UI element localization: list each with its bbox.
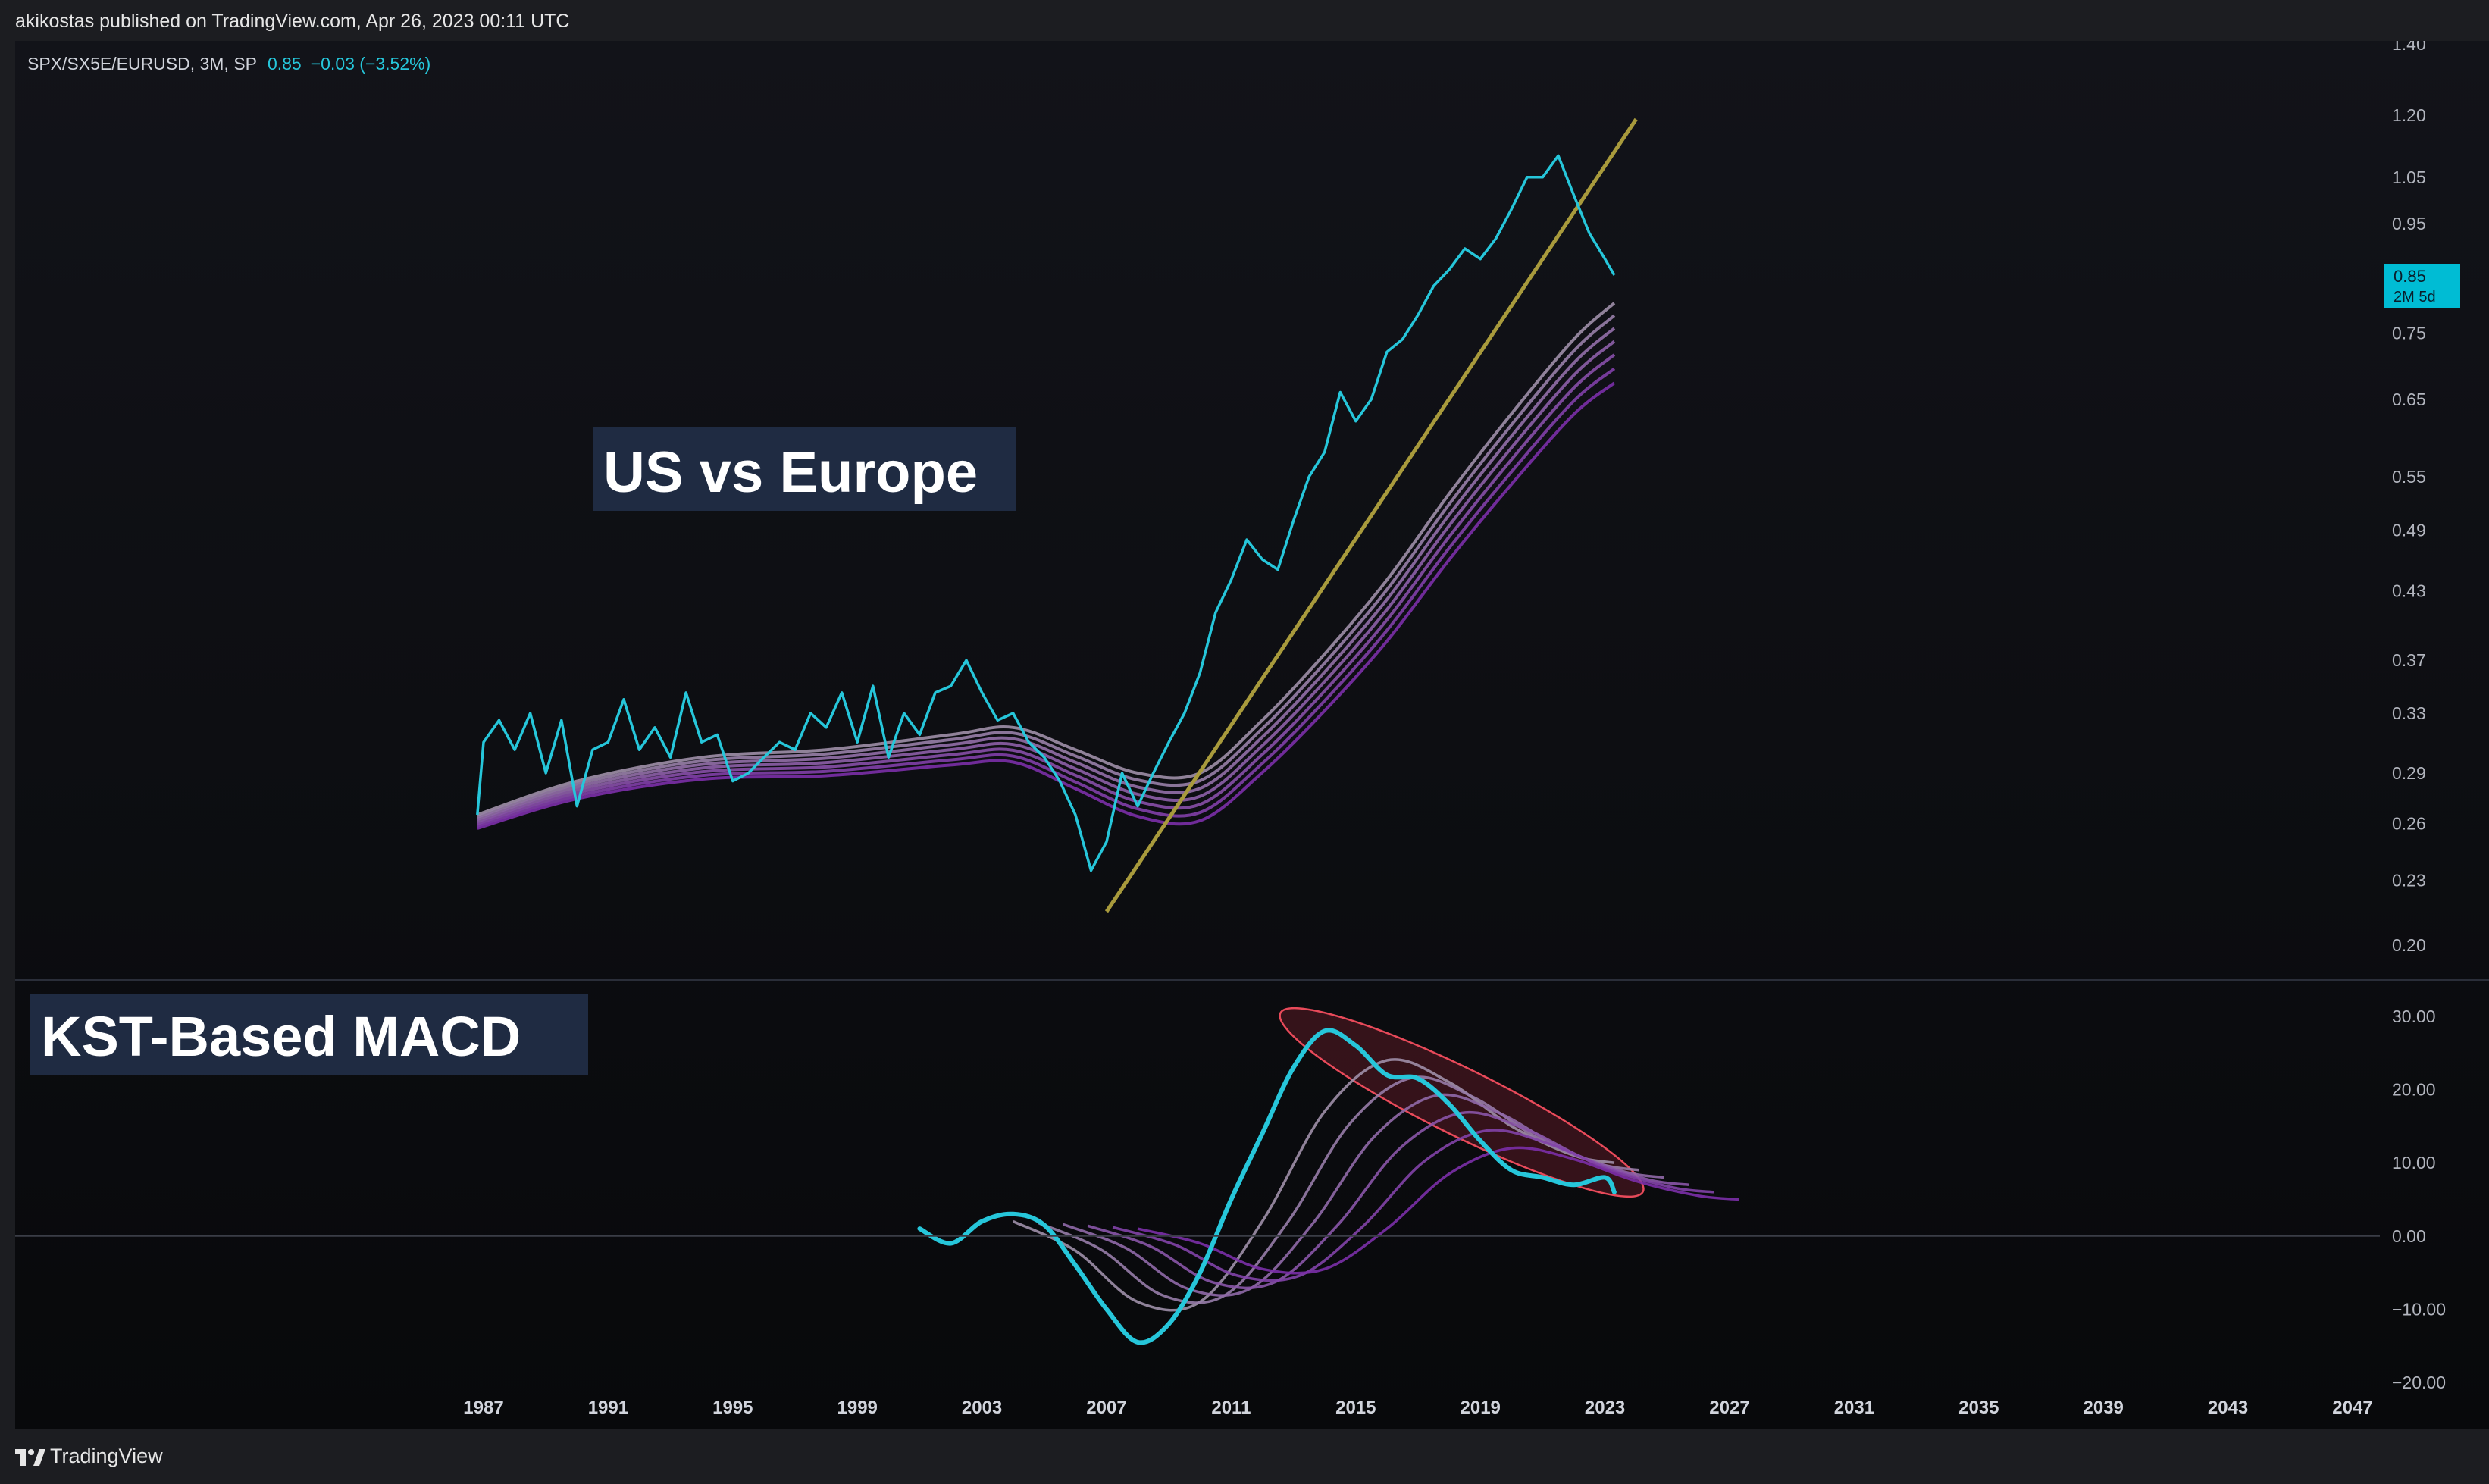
y-tick-bottom: 30.00 bbox=[2392, 1007, 2436, 1026]
signal-line-5 bbox=[1137, 1146, 1739, 1275]
price-badge-value: 0.85 bbox=[2394, 267, 2426, 286]
signal-line-0 bbox=[1012, 1058, 1615, 1312]
price-badge-countdown: 2M 5d bbox=[2394, 289, 2436, 305]
macd-line bbox=[917, 1028, 1617, 1345]
legend-change: −0.03 (−3.52%) bbox=[311, 54, 431, 74]
price-badge-bg bbox=[2384, 264, 2460, 308]
ribbon-line-6 bbox=[477, 381, 1616, 830]
y-axis-bottom: 30.00 20.00 10.00 0.00 −10.00 −20.00 bbox=[2392, 1007, 2446, 1392]
y-tick-top: 0.43 bbox=[2392, 581, 2426, 600]
bottom-title: KST-Based MACD bbox=[41, 1005, 521, 1068]
x-tick: 1991 bbox=[588, 1398, 628, 1418]
ribbon-top bbox=[477, 302, 1616, 830]
y-tick-top: 0.29 bbox=[2392, 763, 2426, 783]
x-tick: 1999 bbox=[837, 1398, 878, 1418]
y-tick-bottom: 10.00 bbox=[2392, 1153, 2436, 1172]
y-axis-top: 1.40 1.20 1.05 0.95 0.75 0.65 0.55 0.49 0.43 0.37… bbox=[2392, 41, 2426, 955]
ellipse-annotation bbox=[1279, 1007, 1645, 1198]
y-tick-bottom: 20.00 bbox=[2392, 1080, 2436, 1100]
x-tick: 2019 bbox=[1461, 1398, 1501, 1418]
ribbon-line-3 bbox=[477, 340, 1616, 823]
y-tick-top: 0.55 bbox=[2392, 467, 2426, 487]
chart-canvas[interactable]: 1.40 1.20 1.05 0.95 0.75 0.65 0.55 0.49 0.43 0.37… bbox=[15, 41, 2489, 1429]
y-tick-top: 1.20 bbox=[2392, 105, 2426, 125]
x-axis: 1987 1991 1995 1999 2003 2007 2011 2015 2019 2023… bbox=[463, 1398, 2372, 1418]
y-tick-top: 0.33 bbox=[2392, 703, 2426, 723]
ribbon-line-1 bbox=[477, 314, 1616, 819]
published-info: akikostas published on TradingView.com, … bbox=[15, 11, 570, 32]
legend-symbol: SPX/SX5E/EURUSD, 3M, SP bbox=[27, 54, 257, 74]
y-tick-bottom: −10.00 bbox=[2392, 1299, 2446, 1319]
y-tick-top: 0.26 bbox=[2392, 814, 2426, 834]
y-tick-top: 0.95 bbox=[2392, 214, 2426, 233]
y-tick-top: 0.65 bbox=[2392, 390, 2426, 409]
price-line bbox=[476, 154, 1616, 872]
x-tick: 2007 bbox=[1086, 1398, 1126, 1418]
x-tick: 2047 bbox=[2332, 1398, 2372, 1418]
legend-value: 0.85 bbox=[268, 54, 302, 74]
x-tick: 2015 bbox=[1335, 1398, 1376, 1418]
ribbon-line-2 bbox=[477, 327, 1616, 821]
x-tick: 2031 bbox=[1834, 1398, 1874, 1418]
y-tick-top: 0.37 bbox=[2392, 650, 2426, 670]
y-tick-bottom: −20.00 bbox=[2392, 1373, 2446, 1392]
y-tick-top: 1.05 bbox=[2392, 167, 2426, 187]
bottom-title-label: KST-Based MACD bbox=[30, 994, 588, 1075]
x-tick: 2011 bbox=[1211, 1398, 1251, 1418]
signal-line-2 bbox=[1062, 1093, 1664, 1297]
y-tick-bottom: 0.00 bbox=[2392, 1226, 2426, 1246]
y-tick-top: 0.49 bbox=[2392, 521, 2426, 540]
ellipse-shape bbox=[1279, 1007, 1645, 1198]
y-tick-top: 0.23 bbox=[2392, 871, 2426, 891]
ribbon-line-5 bbox=[477, 367, 1616, 828]
x-tick: 2039 bbox=[2084, 1398, 2124, 1418]
top-title-bg bbox=[593, 427, 1016, 511]
footer: TradingView bbox=[0, 1429, 2489, 1484]
x-tick: 2035 bbox=[1958, 1398, 1999, 1418]
x-tick: 2003 bbox=[962, 1398, 1002, 1418]
y-tick-top: 0.75 bbox=[2392, 323, 2426, 343]
tradingview-logo-icon[interactable] bbox=[15, 1446, 45, 1469]
price-badge: 0.85 2M 5d bbox=[2384, 264, 2460, 308]
y-tick-top: 0.20 bbox=[2392, 935, 2426, 955]
footer-brand[interactable]: TradingView bbox=[50, 1445, 163, 1467]
x-tick: 2023 bbox=[1585, 1398, 1625, 1418]
chart-frame[interactable]: 1.40 1.20 1.05 0.95 0.75 0.65 0.55 0.49 0.43 0.37… bbox=[15, 41, 2489, 1429]
x-tick: 2043 bbox=[2208, 1398, 2248, 1418]
legend[interactable]: SPX/SX5E/EURUSD, 3M, SP 0.85 −0.03 (−3.5… bbox=[27, 54, 430, 74]
x-tick: 1995 bbox=[712, 1398, 753, 1418]
y-tick-top: 1.40 bbox=[2392, 41, 2426, 54]
signal-ribbon bbox=[1012, 1058, 1739, 1312]
ribbon-line-4 bbox=[477, 353, 1616, 825]
ribbon-line-0 bbox=[477, 302, 1616, 816]
signal-line-1 bbox=[1037, 1075, 1640, 1304]
x-tick: 2027 bbox=[1709, 1398, 1749, 1418]
top-title: US vs Europe bbox=[603, 440, 978, 505]
bottom-title-bg bbox=[30, 994, 588, 1075]
trend-line bbox=[1104, 117, 1638, 913]
top-title-label: US vs Europe bbox=[593, 427, 1016, 511]
x-tick: 1987 bbox=[463, 1398, 503, 1418]
signal-line-4 bbox=[1112, 1129, 1714, 1282]
top-bar: akikostas published on TradingView.com, … bbox=[0, 0, 2489, 42]
